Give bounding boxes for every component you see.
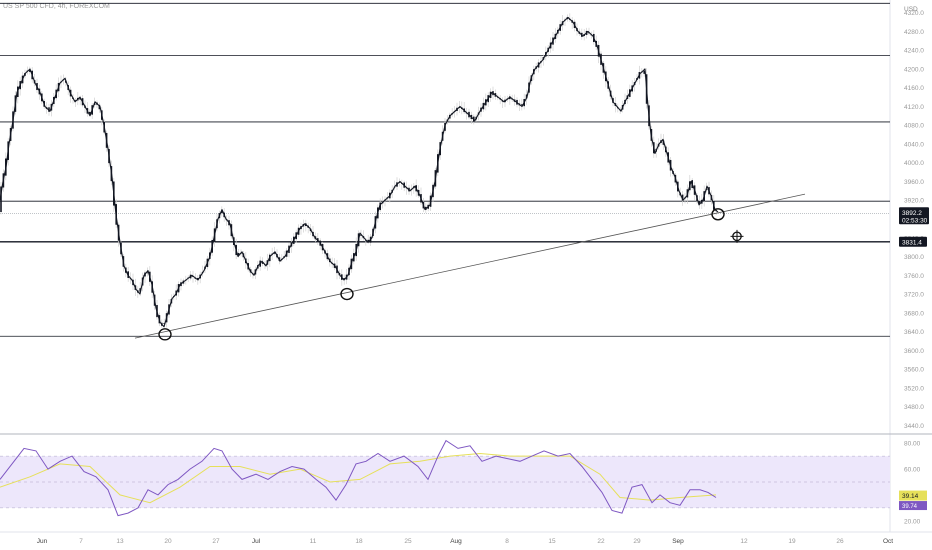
last-price-badge [899, 207, 929, 225]
rsi-line [0, 439, 717, 517]
time-tick-label: Aug [450, 538, 462, 545]
time-tick-label: 18 [355, 538, 363, 545]
horizontal-levels [0, 2, 890, 337]
price-tick-label: 3560.0 [904, 367, 924, 374]
price-tick-label: 4280.0 [904, 29, 924, 36]
candle-body[interactable] [79, 98, 81, 100]
currency-label: USD [904, 6, 918, 13]
candle-body[interactable] [29, 70, 31, 72]
candle-body[interactable] [98, 104, 101, 110]
candle-body[interactable] [681, 194, 684, 201]
price-tick-label: 3480.0 [904, 404, 924, 411]
level-badge [899, 236, 927, 247]
time-axis: Jun 7 13 20 27 Jul 11 18 25 Aug 8 15 22 29 Sep 12 19 26 Oc… [37, 538, 893, 545]
price-tick-label: 3800.0 [904, 254, 924, 261]
time-tick-label: 29 [633, 538, 641, 545]
price-tick-label: 3600.0 [904, 348, 924, 355]
candle-body[interactable] [197, 277, 199, 280]
time-tick-label: 8 [505, 538, 509, 545]
time-tick-label: 15 [548, 538, 556, 545]
price-badges: 3892.202:53:30 3831.4 [899, 207, 929, 247]
trendline[interactable] [134, 193, 806, 339]
price-tick-label: 4240.0 [904, 48, 924, 55]
rsi-tick-label: 20.00 [904, 518, 921, 525]
time-tick-label: 12 [740, 538, 748, 545]
price-tick-label: 4040.0 [904, 141, 924, 148]
time-tick-label: Jul [252, 538, 261, 545]
price-tick-label: 4000.0 [904, 160, 924, 167]
candle-body[interactable] [261, 262, 264, 264]
candle-body[interactable] [139, 288, 141, 292]
candle-body[interactable] [367, 239, 369, 242]
time-tick-label: 22 [597, 538, 605, 545]
time-tick-label: Jun [37, 538, 48, 545]
marker-circle[interactable] [158, 328, 172, 341]
rsi-ma-line [0, 452, 717, 504]
countdown-label: 02:53:30 [902, 217, 928, 224]
candle-body[interactable] [698, 201, 701, 204]
candle-body[interactable] [237, 252, 240, 256]
marker-circle[interactable] [711, 208, 725, 221]
time-tick-label: 20 [164, 538, 172, 545]
rsi-tick-label: 60.00 [904, 467, 921, 474]
price-tick-label: 4200.0 [904, 66, 924, 73]
price-line [0, 16, 719, 328]
marker-circle[interactable] [340, 287, 354, 301]
candle-body[interactable] [705, 189, 708, 191]
price-tick-label: 3960.0 [904, 179, 924, 186]
price-tick-label: 3720.0 [904, 292, 924, 299]
candle-body[interactable] [74, 100, 77, 101]
rsi-value-badge [899, 490, 927, 501]
time-tick-label: Oct [883, 538, 893, 545]
candles-layer [0, 13, 719, 328]
rsi-value-label: 39.14 [902, 493, 919, 500]
time-tick-label: 26 [836, 538, 844, 545]
rsi-tick-label: 80.00 [904, 441, 921, 448]
rsi-ma-label: 39.74 [902, 504, 918, 510]
rsi-ma-badge [899, 501, 927, 511]
candle-body[interactable] [643, 70, 645, 74]
time-tick-label: 7 [79, 538, 83, 545]
grid-layer [0, 0, 932, 533]
time-tick-label: 27 [212, 538, 220, 545]
price-tick-label: 3760.0 [904, 273, 924, 280]
price-tick-label: 3440.0 [904, 423, 924, 430]
candle-body[interactable] [163, 323, 165, 324]
price-tick-label: 3520.0 [904, 385, 924, 392]
trendline-layer [134, 193, 806, 341]
symbol-label: US SP 500 CFD, 4h, FOREXCOM [3, 3, 110, 10]
price-tick-label: 4320.0 [904, 10, 924, 17]
candle-body[interactable] [360, 234, 362, 236]
time-tick-label: Sep [672, 538, 684, 545]
candle-body[interactable] [521, 104, 523, 106]
time-tick-label: 25 [404, 538, 412, 545]
last-price-label: 3892.2 [902, 210, 922, 217]
candle-body[interactable] [146, 272, 149, 274]
price-tick-label: 3920.0 [904, 198, 924, 205]
price-tick-label: 4080.0 [904, 123, 924, 130]
level-label: 3831.4 [902, 239, 922, 246]
price-tick-label: 3640.0 [904, 329, 924, 336]
candle-body[interactable] [221, 211, 223, 214]
time-tick-label: 11 [310, 538, 317, 545]
candle-body[interactable] [379, 202, 381, 211]
candle-body[interactable] [343, 278, 345, 280]
candle-body[interactable] [0, 186, 2, 213]
candle-body[interactable] [273, 253, 276, 254]
time-tick-label: 13 [116, 538, 124, 545]
price-tick-label: 3680.0 [904, 310, 924, 317]
price-tick-label: 4120.0 [904, 104, 924, 111]
candle-body[interactable] [89, 111, 91, 114]
time-tick-label: 19 [788, 538, 796, 545]
price-tick-label: 4160.0 [904, 85, 924, 92]
